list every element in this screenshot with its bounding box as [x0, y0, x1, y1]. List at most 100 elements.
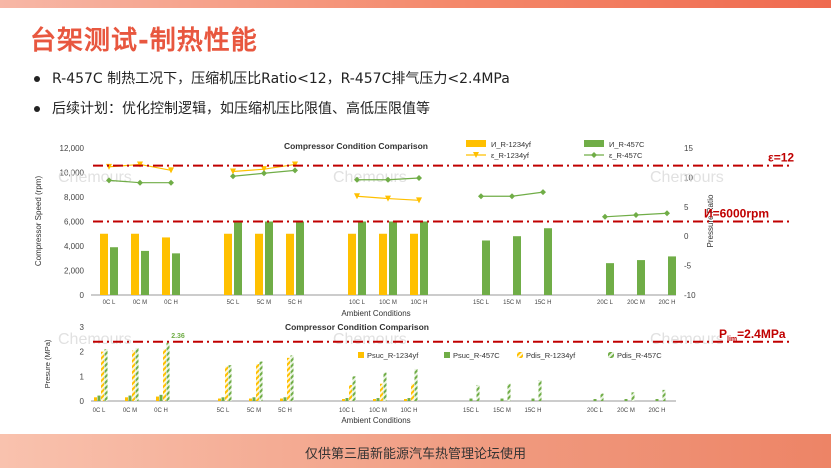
bar-pdis-r457c: [414, 368, 418, 401]
bar-pdis-r457c: [104, 349, 108, 401]
x-tick-label: 5C M: [247, 408, 261, 414]
bar-r1234yf-speed: [131, 233, 139, 295]
bullet-dot: [34, 106, 40, 112]
bar-pdis-r457c: [662, 389, 666, 401]
marker-r1234yf: [416, 197, 422, 204]
x-tick-label: 10C M: [369, 408, 387, 414]
watermark-text: Chemours: [333, 169, 407, 186]
chart-title: Compressor Condition Comparison: [285, 322, 429, 332]
footer-text: 仅供第三届新能源汽车热管理论坛使用: [304, 447, 526, 462]
x-tick-label: 20C L: [587, 408, 604, 414]
y-tick-label: 2: [80, 348, 85, 357]
bar-pdis-r1234yf: [349, 384, 352, 401]
bar-r457c-speed: [637, 260, 645, 295]
y-axis-label: Compressor Speed (rpm): [34, 176, 43, 267]
bar-pdis-r457c: [476, 384, 480, 401]
bullet-dot: [34, 76, 40, 82]
marker-r1234yf: [230, 168, 236, 175]
bar-psuc-r457c: [593, 399, 597, 401]
bar-r457c-speed: [544, 228, 552, 295]
bar-psuc-r457c: [469, 398, 473, 401]
bar-pdis-r1234yf: [256, 364, 259, 401]
bar-pdis-r457c: [166, 342, 170, 401]
marker-r1234yf: [385, 195, 391, 202]
legend-label: И_R-457C: [609, 140, 645, 149]
marker-r457c: [416, 174, 422, 181]
y2-tick-label: 15: [684, 144, 693, 153]
bar-pdis-r1234yf: [101, 351, 104, 401]
legend-label: ε_R-457C: [609, 151, 643, 160]
x-tick-label: 15C H: [524, 408, 541, 414]
x-tick-label: 0C H: [164, 300, 178, 306]
y-tick-label: 8,000: [64, 193, 85, 202]
x-tick-label: 20C L: [597, 300, 614, 306]
y-tick-label: 1: [80, 372, 85, 381]
bar-psuc-r457c: [376, 398, 380, 401]
y-axis-label: Presure (MPa): [43, 339, 52, 388]
bar-r457c-speed: [110, 247, 118, 295]
bar-psuc-r1234yf: [156, 396, 159, 401]
legend-swatch: [584, 140, 604, 147]
footer-banner: 仅供第三届新能源汽车热管理论坛使用: [0, 434, 831, 468]
bullet-item: 后续计划：优化控制逻辑，如压缩机压比限值、高低压限值等: [34, 98, 510, 128]
x-tick-label: 10C M: [379, 300, 397, 306]
x-tick-label: 15C H: [534, 300, 551, 306]
bar-r1234yf-speed: [255, 233, 263, 295]
marker-r457c: [168, 179, 174, 186]
bar-pdis-r457c: [352, 376, 356, 401]
bar-pdis-r1234yf: [411, 383, 414, 401]
bar-pdis-r457c: [600, 393, 604, 401]
x-tick-label: 0C L: [93, 408, 106, 414]
marker-r457c: [385, 176, 391, 183]
legend-swatch: [517, 352, 523, 358]
marker-r1234yf: [292, 161, 298, 168]
bullet-list: R-457C 制热工况下，压缩机压比Ratio<12，R-457C排气压力<2.…: [34, 68, 510, 128]
bar-psuc-r1234yf: [218, 398, 221, 401]
watermark-text: Chemours: [58, 331, 132, 348]
y2-tick-label: -5: [684, 262, 692, 271]
bar-psuc-r457c: [655, 399, 659, 401]
marker-r1234yf: [168, 167, 174, 174]
x-tick-label: 5C H: [278, 408, 292, 414]
marker-r457c: [509, 193, 515, 200]
x-tick-label: 5C M: [257, 300, 271, 306]
x-tick-label: 0C M: [123, 408, 137, 414]
bar-r1234yf-speed: [162, 237, 170, 295]
bar-r457c-speed: [234, 221, 242, 295]
bar-pdis-r457c: [135, 347, 139, 401]
bar-pdis-r457c: [259, 361, 263, 401]
bar-r457c-speed: [141, 250, 149, 295]
legend-label: ε_R-1234yf: [491, 151, 530, 160]
marker-r457c: [106, 177, 112, 184]
bar-pdis-r1234yf: [163, 349, 166, 401]
y2-tick-label: 0: [684, 232, 689, 241]
legend-swatch: [608, 352, 614, 358]
y2-tick-label: -10: [684, 291, 696, 300]
watermark-text: Chemours: [333, 331, 407, 348]
bar-psuc-r1234yf: [342, 399, 345, 401]
bar-r457c-speed: [482, 240, 490, 295]
bar-r1234yf-speed: [286, 233, 294, 295]
x-tick-label: 10C L: [339, 408, 356, 414]
legend-label: Psuc_R-1234yf: [367, 351, 419, 360]
bar-r1234yf-speed: [410, 233, 418, 295]
x-tick-label: 20C M: [627, 300, 645, 306]
y2-tick-label: 5: [684, 203, 689, 212]
bullet-text: 后续计划：优化控制逻辑，如压缩机压比限值、高低压限值等: [52, 101, 430, 117]
bar-psuc-r457c: [283, 397, 287, 401]
bullet-text: R-457C 制热工况下，压缩机压比Ratio<12，R-457C排气压力<2.…: [52, 71, 510, 87]
bullet-item: R-457C 制热工况下，压缩机压比Ratio<12，R-457C排气压力<2.…: [34, 68, 510, 98]
bar-pdis-r1234yf: [380, 383, 383, 401]
marker-r457c: [230, 173, 236, 180]
marker-r457c: [540, 189, 546, 196]
watermark-text: Chemours: [58, 169, 132, 186]
reference-label-speed: И=6000rpm: [704, 207, 769, 221]
x-tick-label: 20C M: [617, 408, 635, 414]
bar-r457c-speed: [296, 221, 304, 295]
y-tick-label: 10,000: [60, 169, 85, 178]
data-label: 2.36: [171, 333, 185, 340]
bar-pdis-r1234yf: [287, 357, 290, 401]
bar-pdis-r1234yf: [132, 350, 135, 401]
legend-label: Psuc_R-457C: [453, 351, 500, 360]
top-accent-bar: [0, 0, 831, 8]
